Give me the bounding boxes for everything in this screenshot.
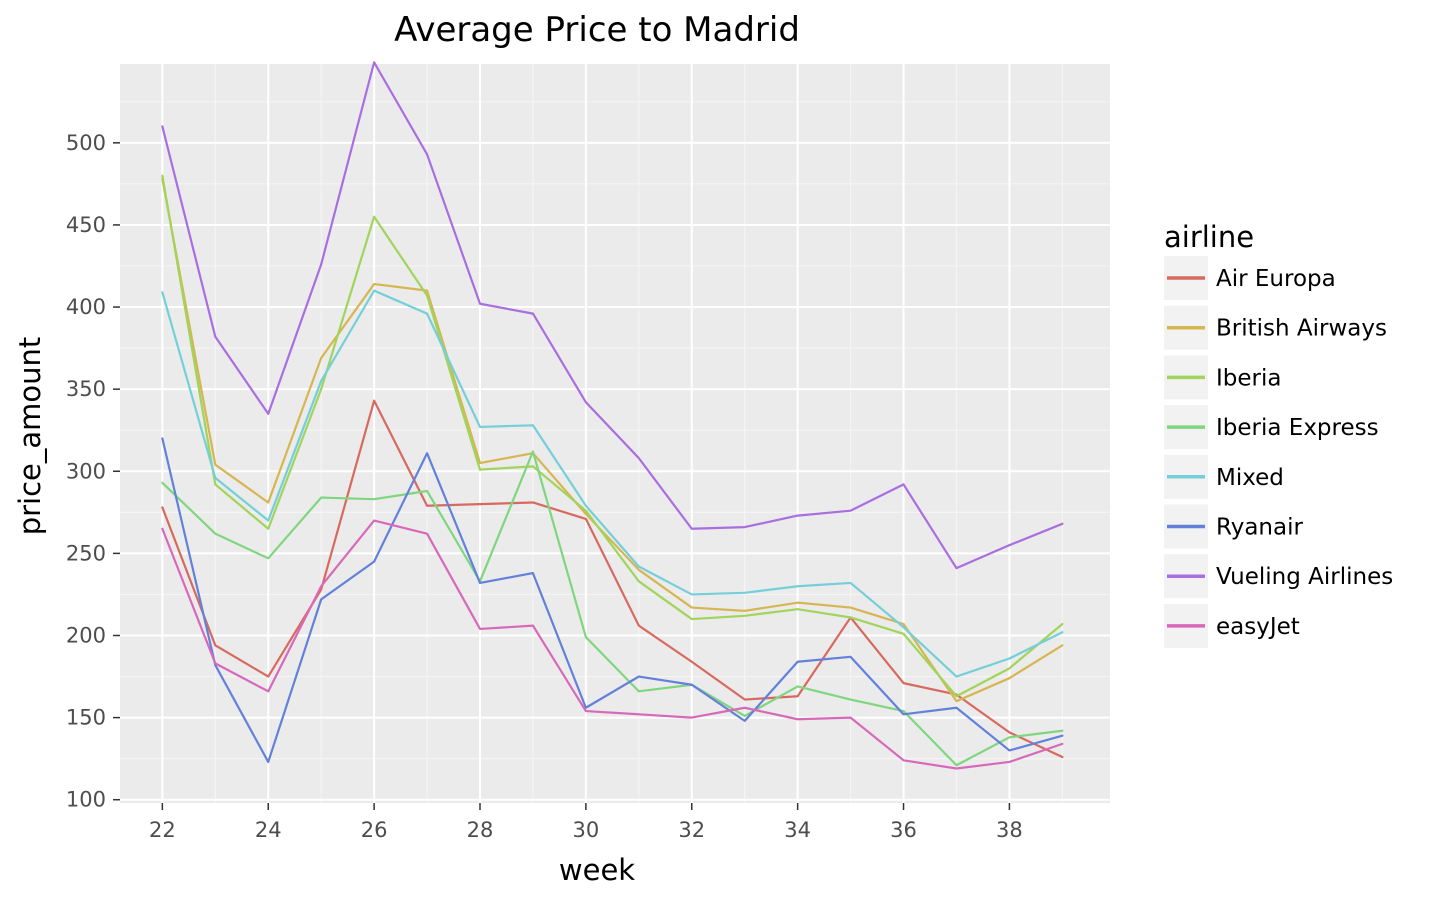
series-line-7: [161, 519, 1064, 770]
y-tick-label: 350: [66, 377, 106, 401]
y-tick-label: 300: [66, 459, 106, 483]
y-tick-label: 100: [66, 788, 106, 812]
legend: airline Air Europa British Airways Iberia I…: [1164, 220, 1393, 648]
y-tick-label: 250: [66, 541, 106, 565]
legend-item-label: Vueling Airlines: [1216, 564, 1393, 590]
x-tick-label: 32: [678, 818, 705, 842]
y-tick-label: 400: [66, 295, 106, 319]
x-tick-label: 26: [361, 818, 388, 842]
legend-item-label: Iberia Express: [1216, 415, 1379, 441]
chart-title: Average Price to Madrid: [394, 10, 800, 50]
series-line-3: [161, 450, 1064, 767]
series-line-6: [161, 61, 1064, 570]
x-tick-label: 24: [255, 818, 282, 842]
x-tick-label: 38: [996, 818, 1023, 842]
plot-area: 22 24 26 28 30 32 34 36 38 100 150 200 250 300 350 400 4…: [66, 61, 1110, 842]
y-tick-label: 500: [66, 131, 106, 155]
y-tick-label: 200: [66, 623, 106, 647]
y-axis-title: price_amount: [13, 337, 47, 536]
series-line-2: [161, 174, 1064, 698]
legend-title: airline: [1164, 220, 1254, 254]
x-tick-label: 36: [890, 818, 917, 842]
x-tick-label: 34: [784, 818, 811, 842]
legend-item-label: Iberia: [1216, 365, 1281, 391]
series-line-5: [161, 437, 1064, 764]
legend-item-label: easyJet: [1216, 614, 1300, 640]
x-tick-label: 28: [467, 818, 494, 842]
legend-item-label: Mixed: [1216, 465, 1284, 491]
series-line-4: [161, 289, 1064, 678]
legend-item-label: Air Europa: [1216, 266, 1336, 292]
x-axis-title: week: [559, 853, 635, 887]
legend-item-label: Ryanair: [1216, 515, 1303, 541]
x-tick-label: 22: [149, 818, 176, 842]
y-tick-label: 450: [66, 213, 106, 237]
legend-item-label: British Airways: [1216, 316, 1387, 342]
y-tick-label: 150: [66, 706, 106, 730]
x-tick-label: 30: [573, 818, 600, 842]
